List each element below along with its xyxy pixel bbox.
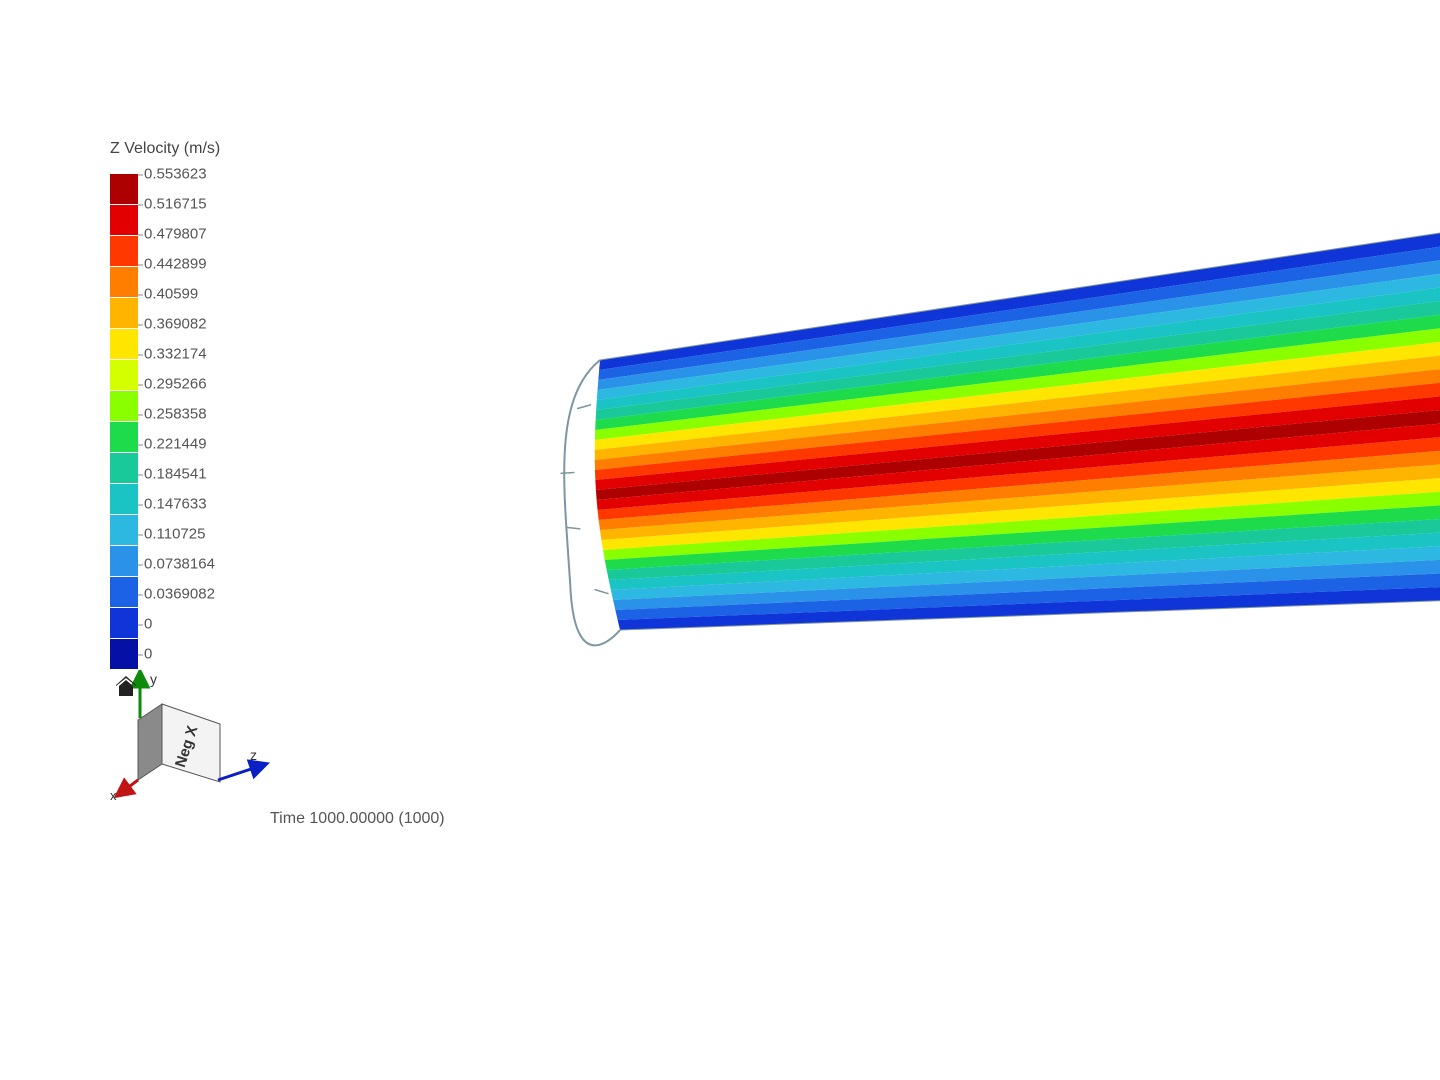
legend-swatch [110, 577, 138, 608]
triad-x-label: x [110, 788, 117, 803]
legend-swatch [110, 639, 138, 670]
triad-z-label: z [250, 747, 257, 763]
legend-swatch [110, 298, 138, 329]
legend-swatch [110, 422, 138, 453]
legend-colorbar [110, 174, 138, 670]
legend-body: 0.5536230.5167150.4798070.4428990.405990… [110, 174, 220, 670]
legend-swatch [110, 236, 138, 267]
endcap-tick [566, 527, 580, 528]
triad-cube-side [138, 704, 162, 780]
legend-swatch [110, 453, 138, 484]
endcap-tick [595, 590, 609, 594]
legend-tick-label: 0.516715 [144, 196, 207, 213]
legend-swatch [110, 329, 138, 360]
legend-tick-label: 0.295266 [144, 376, 207, 393]
legend-tick-label: 0.0738164 [144, 556, 215, 573]
legend-tick-label: 0.479807 [144, 226, 207, 243]
legend-tick-label: 0.442899 [144, 256, 207, 273]
legend-tick-label: 0 [144, 616, 152, 633]
legend-tick-label: 0.147633 [144, 496, 207, 513]
triad-y-label: y [150, 671, 157, 687]
velocity-contour-plot[interactable] [560, 230, 1440, 660]
legend-swatch [110, 546, 138, 577]
legend-tick-label: 0.221449 [144, 436, 207, 453]
legend-tick-label: 0.332174 [144, 346, 207, 363]
legend-tick-label: 0.553623 [144, 166, 207, 183]
legend-tick-label: 0.0369082 [144, 586, 215, 603]
legend-swatch [110, 360, 138, 391]
legend-swatch [110, 174, 138, 205]
legend-swatch [110, 484, 138, 515]
legend-swatch [110, 205, 138, 236]
color-legend: Z Velocity (m/s) 0.553623 0.516715 0.47980… [110, 140, 220, 670]
legend-tick-label: 0.258358 [144, 406, 207, 423]
orientation-triad[interactable]: Neg X y z x [100, 670, 270, 810]
legend-tick-label: 0.110725 [144, 526, 205, 543]
legend-swatch [110, 608, 138, 639]
home-icon[interactable] [116, 676, 136, 696]
legend-swatch [110, 391, 138, 422]
legend-tick-label: 0.184541 [144, 466, 207, 483]
legend-swatch [110, 267, 138, 298]
time-label: Time 1000.00000 (1000) [270, 810, 445, 828]
legend-tick-label: 0 [144, 646, 152, 663]
legend-title: Z Velocity (m/s) [110, 140, 220, 158]
legend-tick-label: 0.369082 [144, 316, 207, 333]
legend-tick-label: 0.40599 [144, 286, 198, 303]
triad-z-axis [218, 766, 260, 780]
triad-x-axis [122, 780, 138, 792]
endcap-tick [577, 405, 591, 409]
endcap-tick [560, 472, 574, 473]
legend-swatch [110, 515, 138, 546]
